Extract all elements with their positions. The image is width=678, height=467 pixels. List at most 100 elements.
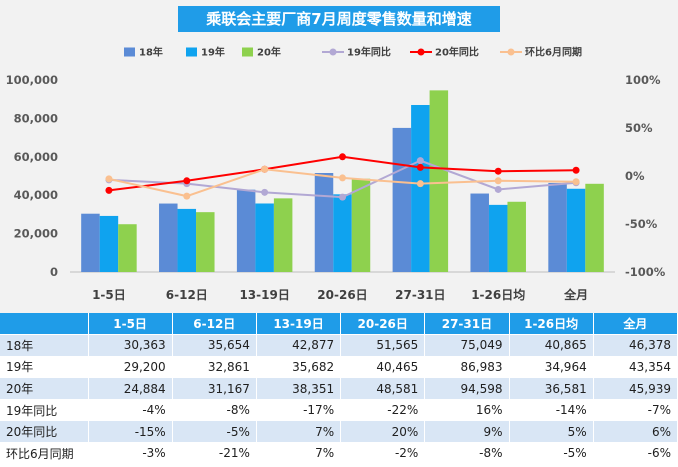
bar-18年-13-19日 <box>236 189 256 272</box>
table-row: 环比6月同期 -3% -21% 7% -2% -8% -5% -6% <box>0 442 678 465</box>
table-cell: -7% <box>593 399 678 422</box>
category-label: 全月 <box>563 287 588 302</box>
table-cell: 48,581 <box>340 377 426 400</box>
table-cell: 29,200 <box>88 356 173 379</box>
table-header-row: 1-5日 6-12日 13-19日 20-26日 27-31日 1-26日均 全月 <box>0 313 678 336</box>
table-cell: 51,565 <box>340 334 426 357</box>
table-cell: 38,351 <box>256 377 342 400</box>
table-cell: -3% <box>88 442 173 465</box>
legend-label: 20年 <box>257 46 281 59</box>
table-cell: 6% <box>593 420 678 444</box>
table-cell: -4% <box>88 399 173 422</box>
table-cell: 20% <box>340 420 426 444</box>
legend-marker <box>329 48 337 56</box>
legend-label: 19年 <box>201 46 225 59</box>
right-axis: -100% -50% 0% 50% 100% <box>625 73 666 279</box>
point-20年同比-27-31日 <box>416 163 424 171</box>
right-tick-label: -100% <box>625 265 666 279</box>
point-19年同比-27-31日 <box>416 157 424 165</box>
bar-18年-1-26日均 <box>470 193 489 272</box>
point-19年同比-13-19日 <box>261 188 269 196</box>
table-cell: 35,654 <box>172 334 257 357</box>
legend-marker <box>417 48 425 56</box>
table-cell: 9% <box>424 420 510 444</box>
table-header-cell: 27-31日 <box>424 313 510 336</box>
bar-19年-1-26日均 <box>488 204 508 272</box>
line-20年同比 <box>108 155 577 192</box>
right-tick-label: 0% <box>625 169 645 183</box>
table-corner <box>0 313 89 336</box>
bar-20年-27-31日 <box>429 90 449 272</box>
category-label: 6-12日 <box>166 288 208 302</box>
bar-19年-20-26日 <box>333 194 352 272</box>
right-tick-label: 50% <box>625 121 653 135</box>
table-cell: 75,049 <box>424 334 510 357</box>
table-cell: -21% <box>172 442 257 465</box>
right-tick-label: 100% <box>625 73 661 87</box>
table-cell: -8% <box>424 442 510 465</box>
bar-19年-6-12日 <box>177 208 197 272</box>
table-cell: 86,983 <box>424 356 510 379</box>
left-tick-label: 100,000 <box>6 73 58 87</box>
table-header-cell: 6-12日 <box>172 313 257 336</box>
table-header-cell: 20-26日 <box>340 313 426 336</box>
point-环比6月同期-20-26日 <box>339 174 346 182</box>
table-cell: 31,167 <box>172 377 257 400</box>
chart-svg: 乘联会主要厂商7月周度零售数量和增速 18年 19年 20年 19年同比 20年同比 环比… <box>6 6 666 302</box>
category-label: 1-26日均 <box>471 287 525 302</box>
table-row-label: 20年同比 <box>0 420 89 444</box>
right-tick-label: -50% <box>625 217 658 231</box>
bar-18年-6-12日 <box>159 203 178 272</box>
chart-title: 乘联会主要厂商7月周度零售数量和增速 <box>205 10 471 28</box>
bar-20年-全月 <box>585 183 604 272</box>
bar-20年-1-5日 <box>118 224 137 272</box>
table-row-label: 20年 <box>0 377 89 400</box>
left-tick-label: 0 <box>50 265 58 279</box>
category-labels: 1-5日 6-12日 13-19日 20-26日 27-31日 1-26日均 全月 <box>92 287 588 302</box>
table-cell: 30,363 <box>88 334 173 357</box>
table-cell: -15% <box>88 420 173 444</box>
table-cell: 94,598 <box>424 377 510 400</box>
bar-19年-1-5日 <box>99 215 119 272</box>
bar-19年-全月 <box>566 188 586 272</box>
table-row: 20年同比 -15% -5% 7% 20% 9% 5% 6% <box>0 420 678 444</box>
point-20年同比-20-26日 <box>339 153 346 161</box>
table-row-label: 环比6月同期 <box>0 442 89 465</box>
point-环比6月同期-6-12日 <box>183 192 191 200</box>
point-环比6月同期-27-31日 <box>416 180 424 188</box>
category-label: 13-19日 <box>239 288 289 302</box>
point-19年同比-20-26日 <box>339 193 346 201</box>
left-axis: 0 20,000 40,000 60,000 80,000 100,000 <box>6 73 58 279</box>
table-cell: 35,682 <box>256 356 342 379</box>
table-row: 20年 24,884 31,167 38,351 48,581 94,598 36,581 4… <box>0 377 678 400</box>
table-cell: 34,964 <box>509 356 594 379</box>
bar-18年-全月 <box>548 182 567 272</box>
bar-20年-6-12日 <box>196 212 215 272</box>
table-cell: 24,884 <box>88 377 173 400</box>
table-cell: 7% <box>256 420 342 444</box>
table-cell: -8% <box>172 399 257 422</box>
table-cell: 7% <box>256 442 342 465</box>
point-环比6月同期-全月 <box>572 178 580 186</box>
legend: 18年 19年 20年 19年同比 20年同比 环比6月同期 <box>124 46 582 59</box>
legend-label: 20年同比 <box>435 46 479 59</box>
point-20年同比-1-5日 <box>105 186 113 194</box>
point-20年同比-全月 <box>572 166 580 174</box>
table-row: 19年同比 -4% -8% -17% -22% 16% -14% -7% <box>0 399 678 422</box>
point-环比6月同期-1-5日 <box>105 175 113 183</box>
bar-20年-1-26日均 <box>507 201 526 272</box>
legend-label: 19年同比 <box>347 46 391 59</box>
left-tick-label: 80,000 <box>14 111 58 125</box>
table-cell: 16% <box>424 399 510 422</box>
bar-18年-20-26日 <box>314 172 334 272</box>
table-cell: 43,354 <box>593 356 678 379</box>
table-cell: -5% <box>172 420 257 444</box>
table-cell: -6% <box>593 442 678 465</box>
chart-title-box <box>178 6 500 32</box>
left-tick-label: 40,000 <box>14 188 58 202</box>
table-cell: -5% <box>509 442 594 465</box>
table-body: 18年 30,363 35,654 42,877 51,565 75,049 40,865 4… <box>0 334 678 465</box>
legend-marker <box>507 48 515 56</box>
table-header-cell: 1-26日均 <box>509 313 594 336</box>
bar-20年-13-19日 <box>273 198 293 272</box>
